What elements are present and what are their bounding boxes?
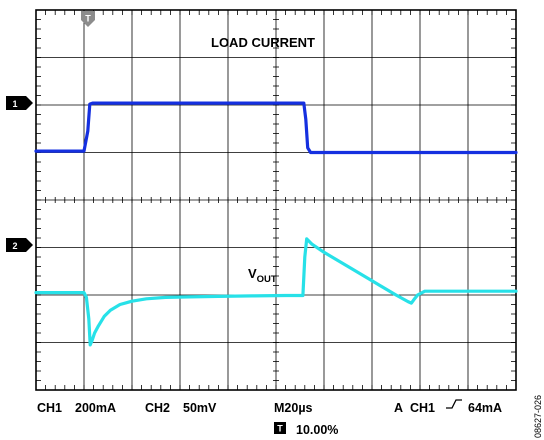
vout-annotation-subscript: OUT (257, 274, 277, 285)
vout-annotation-main: V (248, 266, 257, 281)
channel-1-marker-label: 1 (12, 99, 17, 109)
trigger-position-icon-letter: T (277, 424, 283, 434)
rising-edge-icon (446, 399, 462, 409)
load-current-trace (34, 101, 518, 155)
trigger-channel: CH1 (410, 401, 435, 415)
trigger-marker: T (81, 11, 95, 27)
channel-1-marker: 1 (6, 96, 33, 110)
load-current-annotation: LOAD CURRENT (211, 35, 315, 50)
ch1-label: CH1 (37, 401, 62, 415)
trigger-marker-icon (81, 11, 95, 27)
figure-id: 08627-026 (533, 395, 543, 438)
channel-1-marker-icon (6, 96, 33, 110)
trigger-level: 64mA (468, 401, 502, 415)
ch2-label: CH2 (145, 401, 170, 415)
trigger-position: 10.00% (296, 423, 338, 437)
traces (34, 101, 518, 347)
ch2-scale: 50mV (183, 401, 217, 415)
channel-2-marker-icon (6, 238, 33, 252)
graticule (35, 9, 516, 390)
trigger-position-icon (274, 422, 286, 434)
trigger-marker-label: T (85, 14, 91, 24)
vout-trace (34, 237, 518, 347)
trigger-mode: A (394, 401, 403, 415)
channel-2-marker: 2 (6, 238, 33, 252)
timebase: M20µs (274, 401, 313, 415)
ch1-scale: 200mA (75, 401, 116, 415)
vout-annotation: VOUT (248, 266, 277, 285)
channel-2-marker-label: 2 (12, 241, 17, 251)
scope-readout: CH1 200mA CH2 50mV M20µs A CH1 64mA T 10… (37, 399, 502, 437)
plot-frame (35, 9, 517, 391)
